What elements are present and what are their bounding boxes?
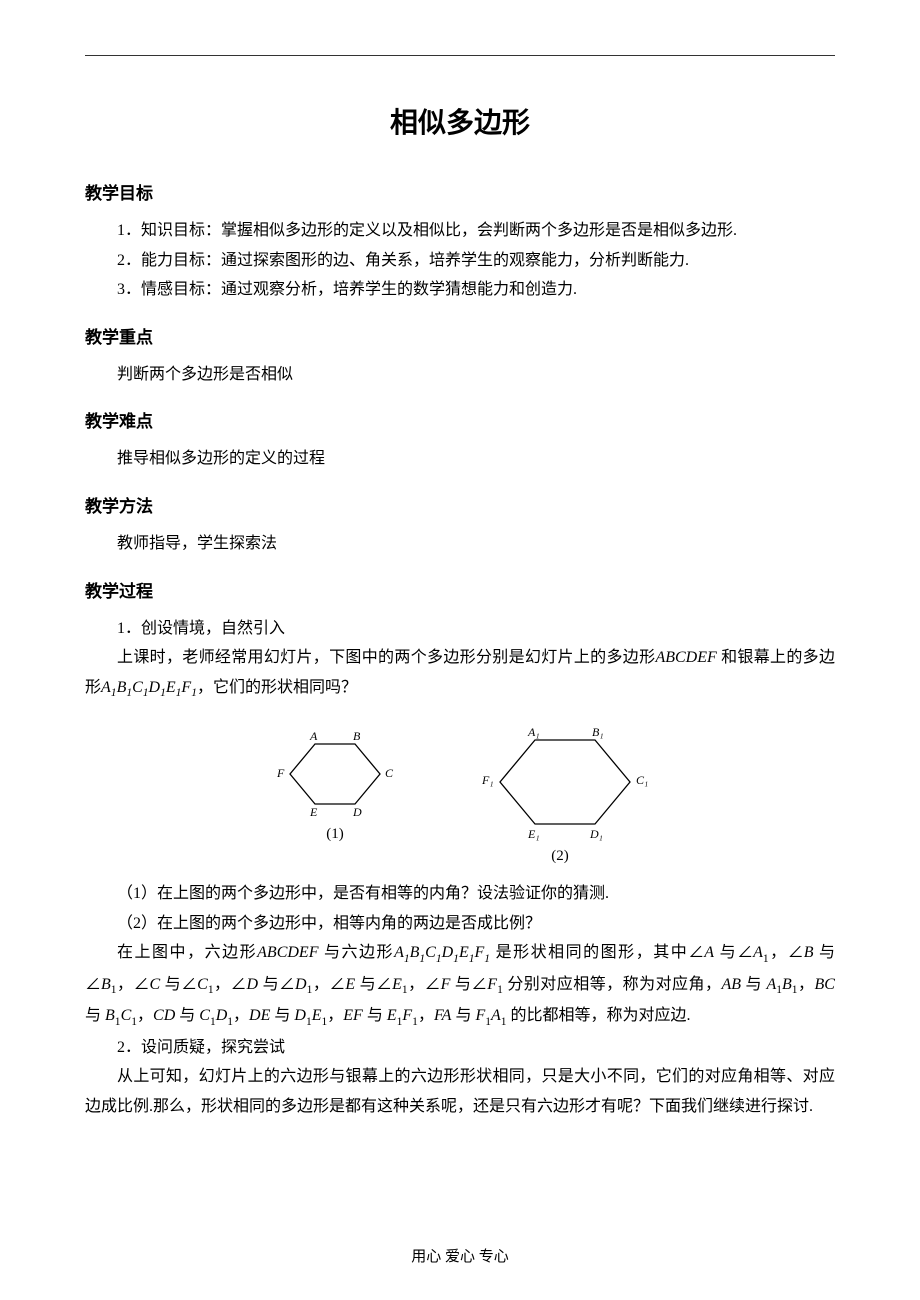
step1-body: 上课时，老师经常用幻灯片，下图中的两个多边形分别是幻灯片上的多边形ABCDEF … [85,643,835,704]
heading-goals: 教学目标 [85,179,835,204]
method-text: 教师指导，学生探索法 [85,529,835,559]
svg-text:D₁: D₁ [589,827,603,841]
svg-text:A: A [309,729,318,743]
heading-keypoint: 教学重点 [85,323,835,348]
svg-text:B: B [353,729,361,743]
goals-list: 1．知识目标：掌握相似多边形的定义以及相似比，会判断两个多边形是否是相似多边形.… [85,216,835,305]
step2-body: 从上可知，幻灯片上的六边形与银幕上的六边形形状相同，只是大小不同，它们的对应角相… [85,1062,835,1121]
svg-text:A₁: A₁ [527,725,540,739]
svg-text:C₁: C₁ [636,773,648,787]
figure-2: A₁ B₁ C₁ D₁ E₁ F₁ (2) [450,722,670,865]
exp-hex2: A1B1C1D1E1F1 [394,944,490,961]
hexagon-1-svg: A B C D E F [250,722,420,822]
figure-2-label: (2) [551,848,569,865]
page: 相似多边形 教学目标 1．知识目标：掌握相似多边形的定义以及相似比，会判断两个多… [0,0,920,1300]
page-footer: 用心 爱心 专心 [0,1245,920,1266]
exp-mid1: 与六边形 [324,944,394,961]
svg-text:C: C [385,766,394,780]
step1-tail: ，它们的形状相同吗？ [197,679,357,696]
goal-3: 3．情感目标：通过观察分析，培养学生的数学猜想能力和创造力. [85,275,835,305]
exp-sides-tail: 的比都相等，称为对应边. [511,1007,691,1024]
svg-text:E: E [309,805,318,819]
exp-prefix: 在上图中，六边形 [117,944,257,961]
svg-text:D: D [352,805,362,819]
step2-title: 2．设问质疑，探究尝试 [85,1033,835,1063]
hexagon-2-shape [500,740,630,824]
hexagon-2-svg: A₁ B₁ C₁ D₁ E₁ F₁ [450,722,670,844]
figure-1-label: (1) [326,826,344,843]
goal-1: 1．知识目标：掌握相似多边形的定义以及相似比，会判断两个多边形是否是相似多边形. [85,216,835,246]
svg-text:E₁: E₁ [527,827,540,841]
svg-text:F₁: F₁ [481,773,494,787]
svg-text:F: F [276,766,285,780]
question-2: （2）在上图的两个多边形中，相等内角的两边是否成比例？ [85,909,835,939]
exp-mid2: 是形状相同的图形，其中 [496,944,689,961]
hex-abcdef: ABCDEF [655,649,716,666]
step1-prefix: 上课时，老师经常用幻灯片，下图中的两个多边形分别是幻灯片上的多边形 [117,649,655,666]
figures-row: A B C D E F (1) A₁ B₁ C₁ D₁ E₁ F₁ (2) [85,722,835,865]
document-title: 相似多边形 [85,101,835,141]
figure-1: A B C D E F (1) [250,722,420,865]
explanation: 在上图中，六边形ABCDEF 与六边形A1B1C1D1E1F1 是形状相同的图形… [85,938,835,1032]
exp-tail: 分别对应相等，称为对应角， [507,976,721,993]
heading-difficulty: 教学难点 [85,407,835,432]
step1-title: 1．创设情境，自然引入 [85,614,835,644]
goal-2: 2．能力目标：通过探索图形的边、角关系，培养学生的观察能力，分析判断能力. [85,246,835,276]
keypoint-text: 判断两个多边形是否相似 [85,360,835,390]
hex-a1f1: A1B1C1D1E1F1 [101,679,197,696]
top-rule [85,55,835,56]
svg-text:B₁: B₁ [592,725,604,739]
hexagon-1-shape [290,744,380,804]
hexagon-1-labels: A B C D E F [276,729,394,819]
exp-hex1: ABCDEF [257,944,318,961]
difficulty-text: 推导相似多边形的定义的过程 [85,444,835,474]
question-1: （1）在上图的两个多边形中，是否有相等的内角？设法验证你的猜测. [85,879,835,909]
heading-method: 教学方法 [85,492,835,517]
heading-process: 教学过程 [85,577,835,602]
